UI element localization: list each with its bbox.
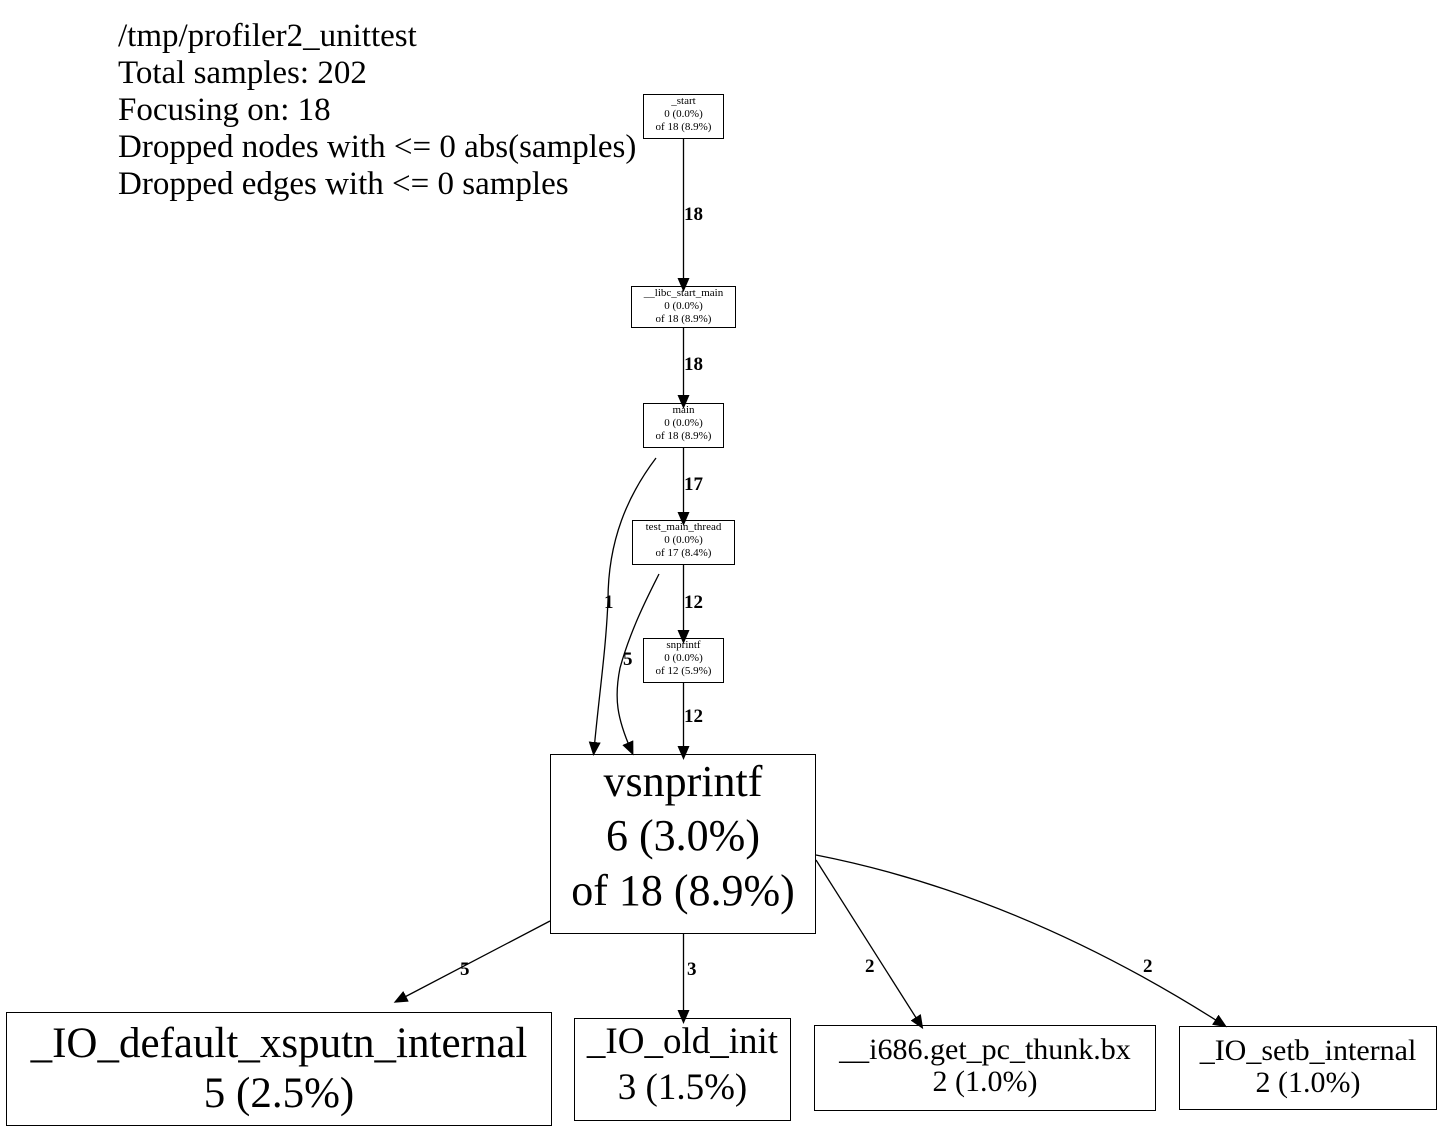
svg-text:1: 1 <box>604 592 614 613</box>
svg-text:18: 18 <box>684 204 703 225</box>
svg-text:2: 2 <box>1143 956 1153 977</box>
svg-text:5: 5 <box>623 649 633 670</box>
svg-text:18: 18 <box>684 354 703 375</box>
svg-text:2: 2 <box>865 956 875 977</box>
svg-text:5: 5 <box>460 959 470 980</box>
svg-text:12: 12 <box>684 706 703 727</box>
svg-text:12: 12 <box>684 592 703 613</box>
svg-text:3: 3 <box>687 959 697 980</box>
svg-text:17: 17 <box>684 474 704 495</box>
